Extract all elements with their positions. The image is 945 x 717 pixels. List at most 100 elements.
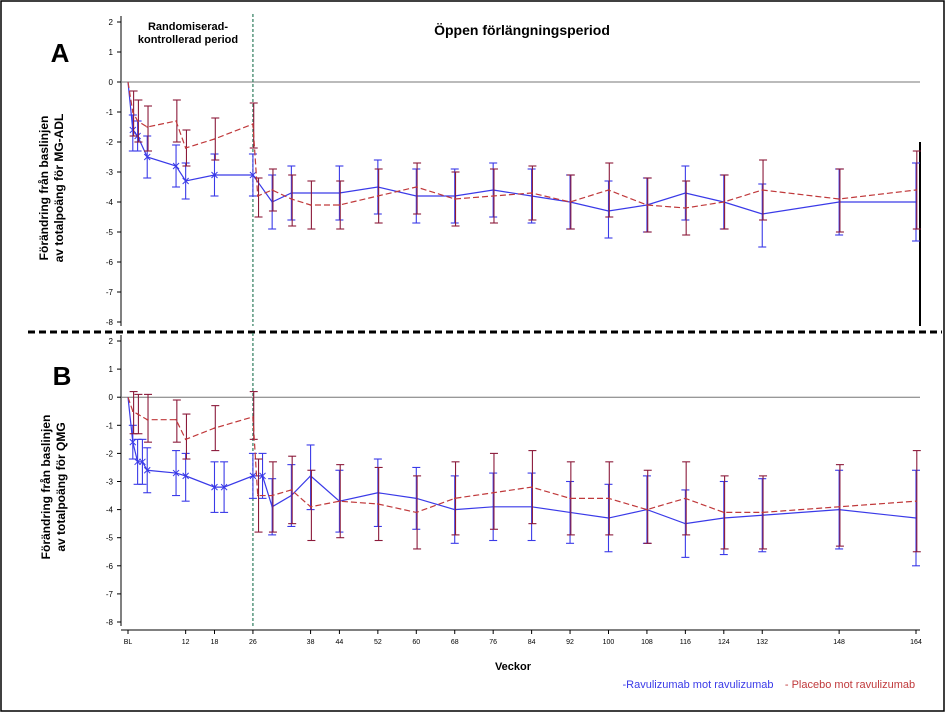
x-axis-title: Veckor — [495, 661, 532, 673]
data-point — [175, 120, 177, 122]
x-tick-label: 44 — [336, 639, 344, 646]
data-point — [290, 489, 293, 491]
data-point — [377, 195, 379, 197]
y-tick-label: -3 — [106, 168, 114, 177]
data-point — [492, 195, 494, 197]
series-ravulizumab — [127, 397, 920, 567]
data-point — [211, 171, 218, 179]
panel-b-plot: 2 1 0 -1 -2 -3 -4 -5 -6 -7 -8 BL 12 18 26 38 44 52 60 68 76 8… — [106, 333, 922, 646]
y-tick-label: -4 — [106, 506, 114, 515]
data-point — [256, 195, 259, 197]
data-point — [290, 198, 293, 200]
data-point — [338, 500, 341, 502]
data-point — [172, 162, 180, 170]
period-rc-label-line2: kontrollerad period — [138, 34, 238, 46]
panel-a-plot: 2 1 0 -1 -2 -3 -4 -5 -6 -7 -8 — [106, 14, 921, 327]
x-tick-label: 100 — [603, 639, 615, 646]
data-point — [249, 472, 257, 480]
data-point — [646, 508, 648, 511]
data-point — [134, 458, 141, 466]
data-point — [569, 497, 571, 500]
data-point — [129, 438, 137, 446]
data-point — [136, 120, 139, 122]
x-tick-label: 26 — [249, 639, 257, 646]
data-point — [453, 497, 456, 500]
data-point — [271, 494, 273, 497]
x-tick-label: 68 — [451, 639, 459, 646]
series-placebo — [127, 81, 921, 236]
y-tick-label: 2 — [109, 18, 114, 27]
y-tick-label: -8 — [106, 318, 114, 327]
y-tick-label: -7 — [106, 590, 114, 599]
panel-b-letter: B — [53, 361, 72, 391]
data-point — [143, 466, 151, 474]
y-tick-label: -4 — [106, 198, 114, 207]
legend-red: - Placebo mot ravulizumab — [785, 679, 915, 691]
x-tick-label: 92 — [566, 639, 574, 646]
y-tick-label: -5 — [106, 228, 114, 237]
data-point — [415, 511, 418, 514]
data-point — [338, 204, 341, 206]
series-placebo — [127, 391, 921, 553]
data-point — [134, 132, 141, 140]
y-tick-label: -8 — [106, 618, 114, 627]
series-line — [127, 397, 917, 514]
data-point — [569, 201, 571, 203]
data-point — [723, 201, 725, 203]
panel-a-ylabel-line2: av totalpoäng för MG-ADL — [52, 114, 66, 263]
data-point — [211, 483, 218, 491]
data-point — [453, 198, 456, 200]
data-point — [146, 126, 149, 128]
data-point — [182, 177, 190, 185]
y-tick-label: 0 — [109, 78, 114, 87]
data-point — [132, 111, 134, 113]
data-point — [139, 458, 146, 466]
series-line — [127, 397, 917, 525]
y-tick-label: -2 — [106, 138, 114, 147]
data-point — [309, 204, 312, 206]
data-point — [607, 497, 610, 500]
data-point — [129, 126, 137, 134]
panel-a-ylabel: Förändring från baslinjen av totalpoäng … — [37, 114, 66, 263]
data-point — [530, 192, 533, 194]
data-point — [915, 500, 917, 502]
x-tick-label: BL — [124, 639, 133, 646]
data-point — [136, 413, 139, 415]
data-point — [530, 486, 533, 488]
data-point — [838, 505, 840, 508]
y-tick-label: -6 — [106, 258, 114, 267]
data-point — [915, 189, 917, 191]
y-tick-label: 0 — [109, 393, 114, 402]
y-tick-label: -3 — [106, 478, 114, 487]
series-line — [127, 81, 917, 209]
data-point — [184, 438, 187, 441]
x-tick-label: 76 — [489, 639, 497, 646]
data-point — [172, 469, 180, 477]
x-tick-label: 52 — [374, 639, 382, 646]
x-tick-label: 38 — [307, 639, 315, 646]
x-tick-label: 84 — [528, 639, 536, 646]
panel-b-ylabel: Förändring från baslinjen av totalpoäng … — [39, 415, 68, 560]
panel-a-letter: A — [51, 38, 70, 68]
y-tick-label: -7 — [106, 288, 114, 297]
data-point — [492, 491, 494, 494]
data-point — [838, 198, 840, 200]
data-point — [146, 418, 149, 421]
data-point — [377, 503, 379, 505]
y-tick-label: -2 — [106, 449, 114, 458]
panel-b-ylabel-line1: Förändring från baslinjen — [39, 415, 53, 560]
x-tick-label: 12 — [182, 639, 190, 646]
data-point — [182, 472, 190, 480]
y-tick-label: 1 — [109, 365, 114, 374]
data-point — [175, 418, 177, 421]
data-point — [184, 147, 187, 149]
data-point — [761, 511, 764, 514]
data-point — [132, 410, 134, 413]
data-point — [143, 153, 151, 161]
y-tick-label: -1 — [106, 108, 114, 117]
data-point — [213, 427, 216, 429]
data-point — [220, 483, 228, 491]
